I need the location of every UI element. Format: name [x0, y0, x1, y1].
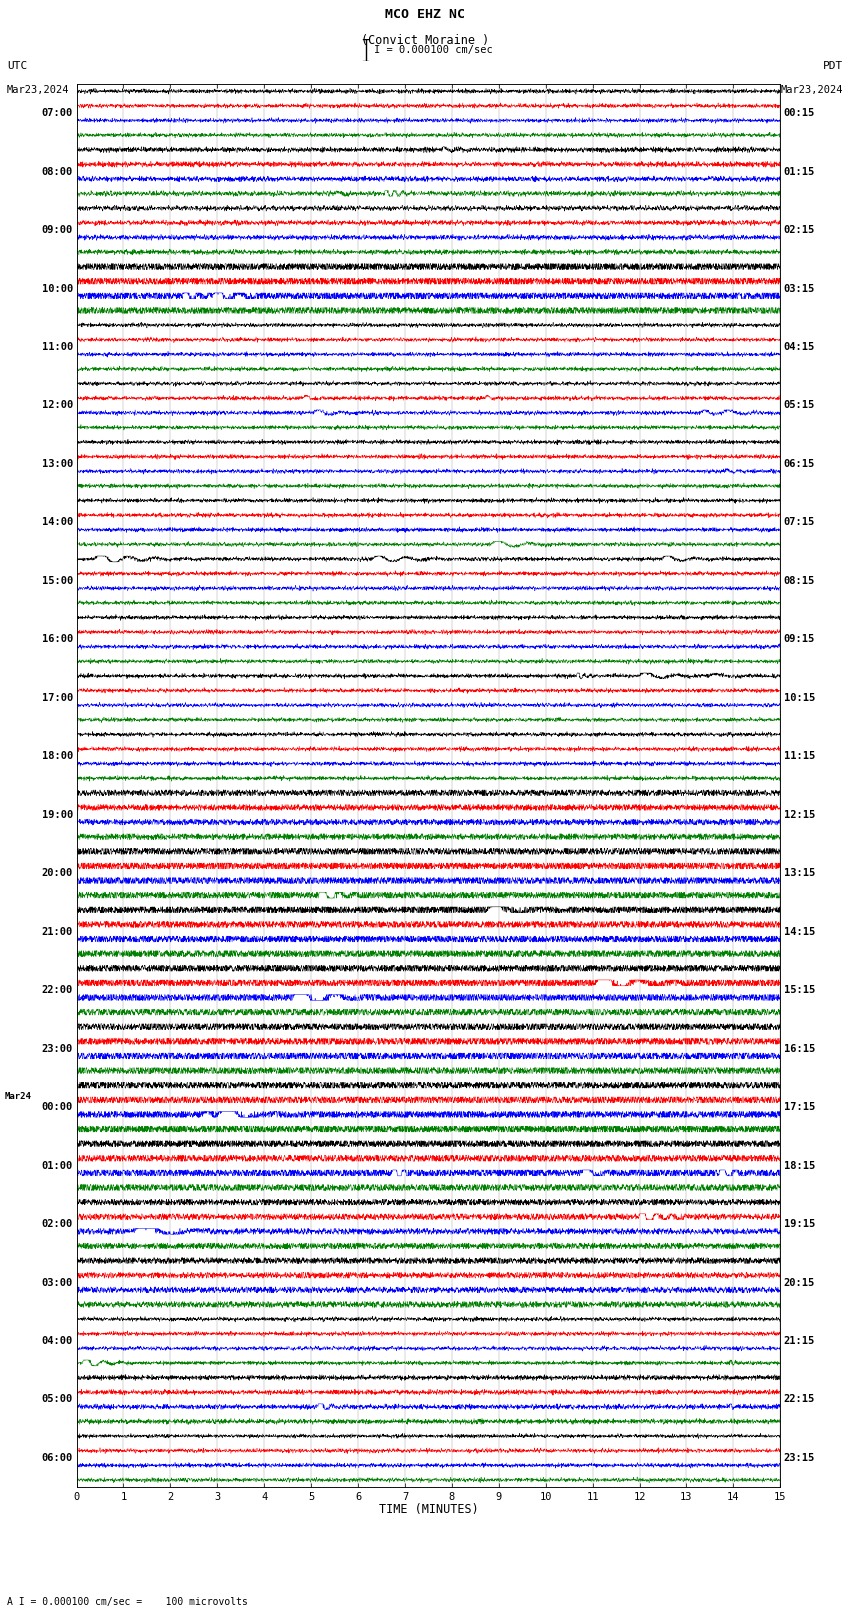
Text: 15:00: 15:00 — [42, 576, 73, 586]
Text: 10:00: 10:00 — [42, 284, 73, 294]
Text: 21:15: 21:15 — [784, 1336, 815, 1345]
Text: 14:15: 14:15 — [784, 927, 815, 937]
Text: 07:00: 07:00 — [42, 108, 73, 118]
Text: 02:15: 02:15 — [784, 226, 815, 235]
Text: 16:15: 16:15 — [784, 1044, 815, 1053]
Text: 13:00: 13:00 — [42, 460, 73, 469]
Text: 22:15: 22:15 — [784, 1395, 815, 1405]
Text: 14:00: 14:00 — [42, 518, 73, 527]
Text: 04:15: 04:15 — [784, 342, 815, 352]
X-axis label: TIME (MINUTES): TIME (MINUTES) — [378, 1503, 479, 1516]
Text: A I = 0.000100 cm/sec =    100 microvolts: A I = 0.000100 cm/sec = 100 microvolts — [7, 1597, 247, 1607]
Text: 19:15: 19:15 — [784, 1219, 815, 1229]
Text: 05:00: 05:00 — [42, 1395, 73, 1405]
Text: PDT: PDT — [823, 61, 843, 71]
Text: 17:00: 17:00 — [42, 694, 73, 703]
Text: 03:00: 03:00 — [42, 1277, 73, 1287]
Text: 21:00: 21:00 — [42, 927, 73, 937]
Text: 06:00: 06:00 — [42, 1453, 73, 1463]
Text: (Convict Moraine ): (Convict Moraine ) — [361, 34, 489, 47]
Text: 04:00: 04:00 — [42, 1336, 73, 1345]
Text: 20:00: 20:00 — [42, 868, 73, 877]
Text: 00:00: 00:00 — [42, 1102, 73, 1111]
Text: 11:00: 11:00 — [42, 342, 73, 352]
Text: 02:00: 02:00 — [42, 1219, 73, 1229]
Text: MCO EHZ NC: MCO EHZ NC — [385, 8, 465, 21]
Text: 22:00: 22:00 — [42, 986, 73, 995]
Text: 07:15: 07:15 — [784, 518, 815, 527]
Text: 20:15: 20:15 — [784, 1277, 815, 1287]
Text: 09:00: 09:00 — [42, 226, 73, 235]
Text: 03:15: 03:15 — [784, 284, 815, 294]
Text: 13:15: 13:15 — [784, 868, 815, 877]
Text: 11:15: 11:15 — [784, 752, 815, 761]
Text: 12:00: 12:00 — [42, 400, 73, 410]
Text: Mar23,2024: Mar23,2024 — [780, 85, 843, 95]
Text: 08:00: 08:00 — [42, 166, 73, 176]
Text: 09:15: 09:15 — [784, 634, 815, 644]
Text: 06:15: 06:15 — [784, 460, 815, 469]
Text: Mar23,2024: Mar23,2024 — [7, 85, 70, 95]
Text: I = 0.000100 cm/sec: I = 0.000100 cm/sec — [374, 45, 493, 55]
Text: 18:00: 18:00 — [42, 752, 73, 761]
Text: 00:15: 00:15 — [784, 108, 815, 118]
Text: 15:15: 15:15 — [784, 986, 815, 995]
Text: Mar24: Mar24 — [4, 1092, 31, 1100]
Text: 23:15: 23:15 — [784, 1453, 815, 1463]
Text: 16:00: 16:00 — [42, 634, 73, 644]
Text: 23:00: 23:00 — [42, 1044, 73, 1053]
Text: 19:00: 19:00 — [42, 810, 73, 819]
Text: 10:15: 10:15 — [784, 694, 815, 703]
Text: 08:15: 08:15 — [784, 576, 815, 586]
Text: UTC: UTC — [7, 61, 27, 71]
Text: 01:00: 01:00 — [42, 1161, 73, 1171]
Text: 17:15: 17:15 — [784, 1102, 815, 1111]
Text: 18:15: 18:15 — [784, 1161, 815, 1171]
Text: 01:15: 01:15 — [784, 166, 815, 176]
Text: 05:15: 05:15 — [784, 400, 815, 410]
Text: 12:15: 12:15 — [784, 810, 815, 819]
